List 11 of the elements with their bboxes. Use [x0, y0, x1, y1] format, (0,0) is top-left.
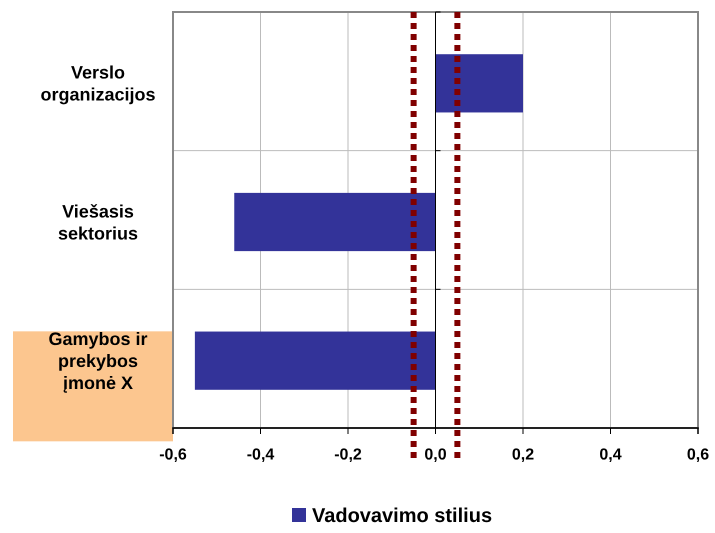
x-tick-label: 0,4 [599, 446, 622, 464]
y-tick-label: Verslo organizacijos [40, 62, 156, 105]
x-tick-label: 0,0 [424, 446, 447, 464]
x-tick-label: -0,2 [334, 446, 362, 464]
x-tick-label: 0,6 [686, 446, 710, 464]
x-tick-label: -0,6 [159, 446, 187, 464]
y-tick-label: Gamybos ir prekybos įmonė X [48, 328, 148, 393]
x-tick-label: 0,2 [512, 446, 534, 464]
legend-label: Vadovavimo stilius [312, 505, 492, 527]
y-tick-label: Viešasis sektorius [58, 201, 138, 244]
x-tick-label: -0,4 [246, 446, 274, 464]
